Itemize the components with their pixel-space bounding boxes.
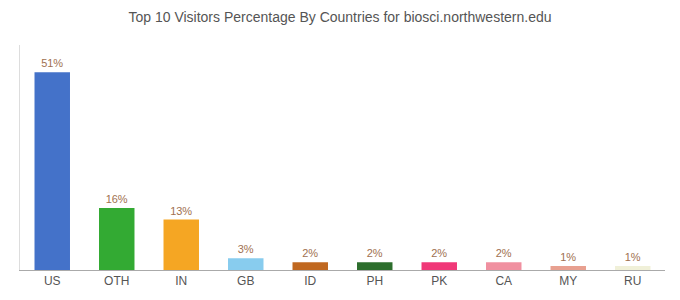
svg-text:OTH: OTH: [104, 274, 129, 288]
svg-text:CA: CA: [495, 274, 512, 288]
svg-text:2%: 2%: [431, 247, 447, 259]
svg-text:13%: 13%: [170, 205, 192, 217]
svg-text:51%: 51%: [41, 57, 63, 69]
svg-text:Top 10 Visitors Percentage By: Top 10 Visitors Percentage By Countries …: [128, 9, 551, 25]
svg-text:PK: PK: [431, 274, 447, 288]
svg-text:PH: PH: [366, 274, 383, 288]
svg-text:16%: 16%: [106, 193, 128, 205]
svg-text:GB: GB: [237, 274, 254, 288]
svg-text:2%: 2%: [496, 247, 512, 259]
svg-text:MY: MY: [559, 274, 577, 288]
svg-text:US: US: [44, 274, 61, 288]
svg-text:IN: IN: [175, 274, 187, 288]
svg-text:2%: 2%: [367, 247, 383, 259]
svg-text:1%: 1%: [625, 251, 641, 263]
svg-text:2%: 2%: [302, 247, 318, 259]
svg-text:3%: 3%: [238, 243, 254, 255]
svg-text:ID: ID: [304, 274, 316, 288]
svg-text:1%: 1%: [560, 251, 576, 263]
svg-text:RU: RU: [624, 274, 641, 288]
